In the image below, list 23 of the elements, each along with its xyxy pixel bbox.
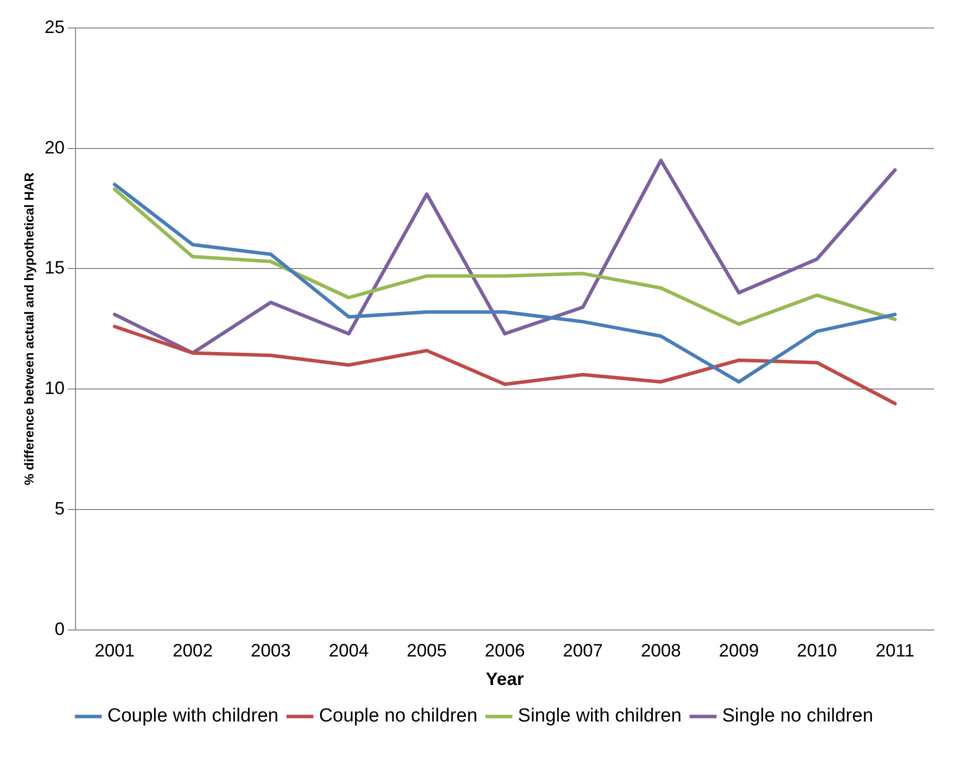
x-tick-label: 2009 <box>718 640 759 661</box>
x-tick-label: 2003 <box>250 640 291 661</box>
x-tick-label: 2007 <box>562 640 603 661</box>
x-tick-label: 2006 <box>484 640 525 661</box>
x-tick-label: 2002 <box>172 640 213 661</box>
legend-label: Single with children <box>518 706 682 727</box>
x-tick-label: 2008 <box>640 640 681 661</box>
x-tick-label: 2005 <box>406 640 447 661</box>
legend-label: Couple no children <box>318 706 478 727</box>
x-tick-label: 2010 <box>796 640 837 661</box>
legend-label: Single no children <box>722 706 874 727</box>
y-tick-label: 10 <box>44 378 65 398</box>
y-tick-label: 20 <box>44 137 65 158</box>
x-tick-label: 2004 <box>328 640 369 661</box>
y-tick-label: 0 <box>54 618 65 639</box>
legend-label: Couple with children <box>107 706 278 727</box>
y-tick-label: 15 <box>44 258 65 278</box>
y-tick-label: 5 <box>54 498 65 518</box>
y-axis-title: % difference between actual and hypothetical HAR <box>21 172 36 486</box>
x-tick-label: 2001 <box>94 640 135 661</box>
x-tick-label: 2011 <box>876 640 914 661</box>
y-tick-label: 25 <box>44 16 65 37</box>
x-axis-title: Year <box>486 669 524 690</box>
